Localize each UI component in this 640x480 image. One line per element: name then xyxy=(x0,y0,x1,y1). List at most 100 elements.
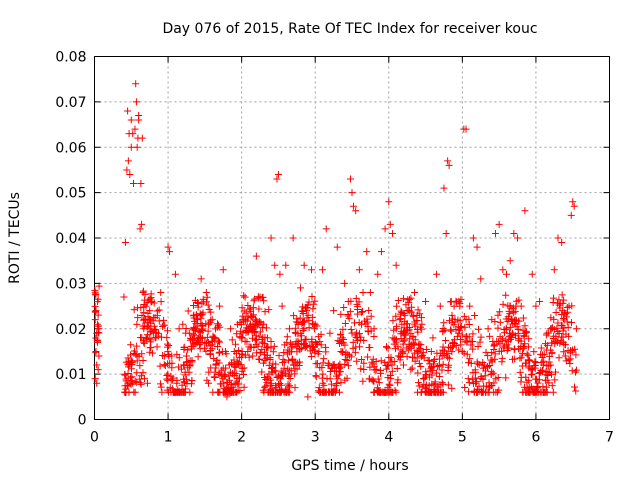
data-point-cloud xyxy=(404,306,412,314)
data-point xyxy=(94,366,102,374)
data-point-cloud xyxy=(554,319,562,327)
data-point-cloud xyxy=(568,367,576,375)
data-point xyxy=(129,130,137,138)
data-point-cloud xyxy=(195,328,203,336)
data-point-cloud xyxy=(462,316,470,324)
data-point-cloud xyxy=(521,322,529,330)
data-point-cloud xyxy=(226,368,234,376)
data-point-cloud xyxy=(194,353,202,361)
data-point xyxy=(433,270,441,278)
data-point-cloud xyxy=(506,310,514,318)
data-point-cloud xyxy=(238,367,246,375)
x-tick-label: 2 xyxy=(237,430,246,446)
data-point-cloud xyxy=(324,359,332,367)
data-point-cloud xyxy=(466,355,474,363)
data-point xyxy=(414,347,422,355)
data-point-cloud xyxy=(467,338,475,346)
data-point xyxy=(91,375,99,383)
data-point-cloud xyxy=(155,306,163,314)
data-point-cloud xyxy=(560,348,568,356)
data-point-cloud xyxy=(407,294,415,302)
data-point-cloud xyxy=(471,312,479,320)
data-point xyxy=(175,325,183,333)
data-point-cloud xyxy=(259,293,267,301)
data-point-cloud xyxy=(194,303,202,311)
data-point-cloud xyxy=(319,370,327,378)
data-point-cloud xyxy=(310,346,318,354)
data-point-cloud xyxy=(468,375,476,383)
data-point-cloud xyxy=(269,348,277,356)
x-tick-label: 4 xyxy=(384,430,393,446)
data-point-cloud xyxy=(94,322,102,330)
data-point-cloud xyxy=(308,338,316,346)
data-point-cloud xyxy=(352,294,360,302)
data-point-cloud xyxy=(507,317,515,325)
data-point-cloud xyxy=(204,301,212,309)
data-point-cloud xyxy=(527,383,535,391)
data-point-cloud xyxy=(425,382,433,390)
data-point-cloud xyxy=(398,309,406,317)
data-point-cloud xyxy=(405,326,413,334)
data-point xyxy=(95,352,103,360)
data-point-cloud xyxy=(299,340,307,348)
data-point-cloud xyxy=(511,320,519,328)
data-point xyxy=(554,234,562,242)
data-point-cloud xyxy=(240,292,248,300)
data-point-cloud xyxy=(290,361,298,369)
data-point xyxy=(495,220,503,228)
data-point-cloud xyxy=(341,361,349,369)
data-point-cloud xyxy=(511,332,519,340)
data-point-cloud xyxy=(444,381,452,389)
data-point-cloud xyxy=(367,327,375,335)
y-tick-label: 0.02 xyxy=(55,322,86,338)
data-point-cloud xyxy=(308,342,316,350)
data-point-cloud xyxy=(478,388,486,396)
data-point-cloud xyxy=(366,343,374,351)
data-point-cloud xyxy=(465,388,473,396)
data-point-cloud xyxy=(274,380,282,388)
data-point xyxy=(352,207,360,215)
data-point xyxy=(440,184,448,192)
data-point-cloud xyxy=(216,338,224,346)
data-point xyxy=(179,320,187,328)
data-point-cloud xyxy=(555,354,563,362)
data-point xyxy=(347,175,355,183)
data-point-cloud xyxy=(133,378,141,386)
data-point-cloud xyxy=(507,331,515,339)
data-point-cloud xyxy=(383,365,391,373)
data-point xyxy=(572,325,580,333)
x-tick-label: 1 xyxy=(164,430,173,446)
data-point-cloud xyxy=(145,322,153,330)
data-point-cloud xyxy=(457,322,465,330)
data-point-cloud xyxy=(442,350,450,358)
data-point-cloud xyxy=(519,342,527,350)
data-point xyxy=(126,170,134,178)
data-point xyxy=(123,166,131,174)
data-point-cloud xyxy=(528,370,536,378)
data-point-cloud xyxy=(164,351,172,359)
data-point xyxy=(138,134,146,142)
data-point-cloud xyxy=(521,383,529,391)
data-point-cloud xyxy=(403,344,411,352)
data-point-cloud xyxy=(494,324,502,332)
data-point-cloud xyxy=(490,342,498,350)
data-point-cloud xyxy=(565,332,573,340)
y-tick-label: 0.03 xyxy=(55,276,86,292)
data-point-cloud xyxy=(184,346,192,354)
data-point-cloud xyxy=(416,310,424,318)
data-point-cloud xyxy=(280,364,288,372)
data-point-cloud xyxy=(337,379,345,387)
data-point-cloud xyxy=(138,372,146,380)
data-point-cloud xyxy=(136,362,144,370)
data-point-cloud xyxy=(341,319,349,327)
data-point-cloud xyxy=(418,325,426,333)
data-point-cloud xyxy=(94,329,102,337)
data-point-cloud xyxy=(389,317,397,325)
data-point-cloud xyxy=(216,348,224,356)
data-point-cloud xyxy=(217,372,225,380)
data-point-cloud xyxy=(473,358,481,366)
data-point-cloud xyxy=(137,304,145,312)
data-point-cloud xyxy=(223,378,231,386)
data-point-cloud xyxy=(150,299,158,307)
data-point-cloud xyxy=(353,329,361,337)
